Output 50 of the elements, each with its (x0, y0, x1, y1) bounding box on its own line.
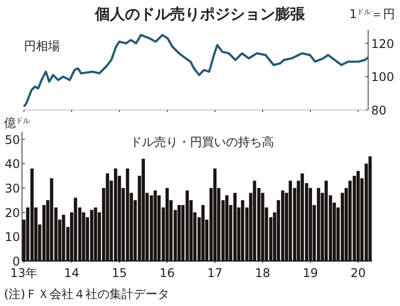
y-tick-label: 0 (12, 254, 20, 268)
bar (368, 156, 372, 261)
bar (201, 205, 205, 261)
bar (94, 207, 98, 261)
y-tick-label: 10 (4, 230, 20, 244)
bar (225, 195, 228, 261)
bar (356, 170, 360, 261)
series-label: 円相場 (24, 39, 60, 53)
y-axis-title: 1$^{ドル}$＝円 (349, 6, 395, 21)
bar (300, 173, 304, 261)
y-tick-label: 40 (4, 157, 20, 172)
bar (74, 198, 78, 261)
bar (62, 214, 66, 261)
y-tick-label: 20 (4, 206, 20, 220)
bar (154, 190, 157, 261)
series-label: ドル売り・円買いの持ち高 (130, 135, 274, 149)
bar (186, 190, 189, 261)
line-series (22, 34, 370, 108)
text: (注)ＦＸ会社４社の集計データ (4, 287, 170, 301)
y-tick-label: 100 (371, 70, 394, 84)
bar (50, 178, 54, 261)
bar (90, 210, 94, 261)
bar (142, 158, 145, 261)
x-tick-label: 18 (255, 266, 270, 280)
bar (252, 180, 256, 261)
y-tick-label: 80 (371, 104, 386, 118)
bar (177, 205, 181, 261)
x-tick-label: 19 (302, 266, 318, 280)
y-tick-label: 30 (4, 181, 20, 196)
bar (316, 188, 320, 261)
bar (166, 188, 169, 261)
x-tick-label: 14 (64, 266, 80, 280)
chart-title: 個人のドル売りポジション膨張 (94, 5, 306, 23)
y-tick-label: 120 (371, 36, 394, 51)
bar (114, 168, 118, 261)
x-tick-label: 16 (160, 266, 175, 280)
bar (233, 192, 237, 261)
y-tick-label: 50 (4, 132, 20, 147)
y-axis-title: 億$^{ドル}$ (4, 116, 30, 130)
bar (281, 190, 284, 261)
x-tick-label: 13年 (10, 266, 38, 280)
x-tick-label: 15 (112, 266, 128, 280)
bar (106, 173, 110, 261)
x-tick-label: 17 (207, 266, 223, 280)
bar (30, 168, 34, 261)
bar (126, 168, 130, 261)
bar (213, 168, 217, 261)
bar (240, 200, 244, 261)
bar (324, 180, 328, 261)
x-tick-label: 20 (350, 266, 366, 280)
